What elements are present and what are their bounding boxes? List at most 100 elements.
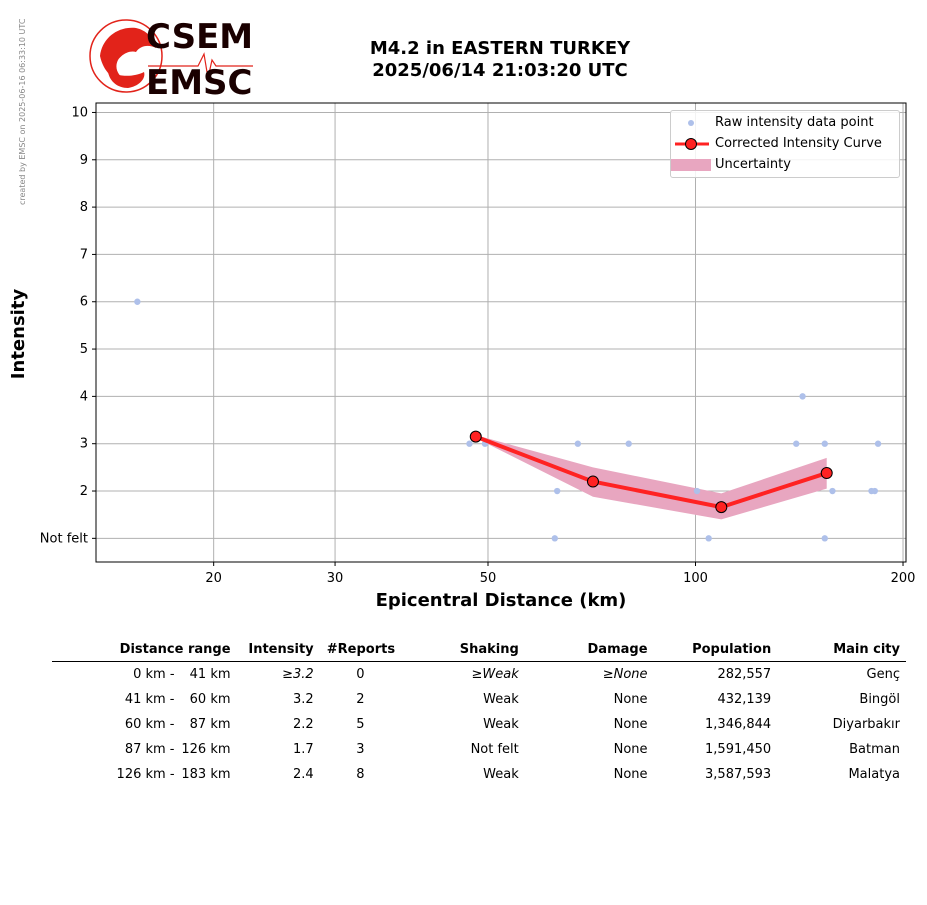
header-reports: #Reports [319, 640, 402, 662]
header-city: Main city [777, 640, 906, 662]
header-population: Population [653, 640, 778, 662]
y-tick-label: 8 [80, 200, 88, 215]
cell-distance-to: 183 km [181, 767, 231, 782]
table-row: 87 km - 126 km 1.7 3 Not felt None 1,591,450 Ba… [52, 737, 906, 762]
cell-shaking: Weak [483, 717, 519, 732]
header-intensity: Intensity [236, 640, 320, 662]
cell-population: 1,346,844 [705, 717, 772, 732]
raw-data-point [466, 440, 473, 447]
cell-distance-to: 87 km [189, 717, 231, 732]
uncertainty-band [475, 435, 827, 520]
cell-damage: None [613, 692, 648, 707]
x-tick-label: 100 [683, 571, 708, 586]
cell-population: 282,557 [717, 667, 772, 682]
cell-distance-from: 126 km - [116, 767, 175, 782]
table-row: 0 km - 41 km ≥3.2 0 ≥Weak ≥None 282,557 Genç [52, 662, 906, 688]
cell-city: Diyarbakır [832, 717, 900, 732]
cell-distance-to: 126 km [181, 742, 231, 757]
cell-damage: ≥None [602, 667, 648, 682]
plot-frame [95, 102, 907, 563]
corrected-intensity-line [475, 434, 828, 510]
header-distance: Distance range [52, 640, 237, 662]
title-line-2: 2025/06/14 21:03:20 UTC [372, 60, 628, 81]
table-row: 126 km - 183 km 2.4 8 Weak None 3,587,593 Malat… [52, 762, 906, 787]
corrected-intensity-point [820, 467, 833, 480]
cell-reports: 2 [356, 692, 365, 707]
cell-reports: 5 [356, 717, 365, 732]
raw-data-point [551, 535, 558, 542]
corrected-intensity-point [586, 475, 599, 488]
cell-intensity: 3.2 [292, 692, 314, 707]
legend-item-curve: Corrected Intensity Curve [671, 134, 899, 154]
table-row: 60 km - 87 km 2.2 5 Weak None 1,346,844 Diyarba… [52, 712, 906, 737]
legend: Raw intensity data point Corrected Inten… [670, 110, 900, 178]
cell-city: Batman [849, 742, 900, 757]
y-axis-label: Intensity [8, 288, 29, 380]
corrected-intensity-point [469, 430, 482, 443]
x-tick-label: 20 [205, 571, 222, 586]
svg-text:CSEM: CSEM [146, 17, 253, 57]
x-axis-label: Epicentral Distance (km) [375, 590, 627, 611]
chart-title: M4.2 in EASTERN TURKEY 2025/06/14 21:03:… [300, 38, 700, 82]
cell-intensity: 2.2 [292, 717, 314, 732]
legend-label-curve: Corrected Intensity Curve [715, 136, 882, 151]
cell-distance: 41 km - 60 km [52, 687, 237, 712]
raw-data-point [821, 440, 828, 447]
cell-distance: 126 km - 183 km [52, 762, 237, 787]
cell-distance-from: 87 km - [124, 742, 175, 757]
cell-damage: None [613, 767, 648, 782]
cell-distance-from: 60 km - [124, 717, 175, 732]
intensity-chart: Not felt 2 3 4 5 6 7 8 9 10 20 30 50 100 200 [40, 102, 915, 586]
cell-distance-from: 41 km - [124, 692, 175, 707]
raw-data-point [871, 487, 878, 495]
cell-shaking: Weak [483, 767, 519, 782]
x-tick-label: 30 [327, 571, 344, 586]
cell-damage: None [613, 717, 648, 732]
corrected-intensity-point [715, 501, 728, 514]
legend-item-uncertainty: Uncertainty [671, 155, 899, 175]
legend-item-raw: Raw intensity data point [671, 113, 899, 133]
raw-data-point [625, 440, 632, 447]
y-tick-label: 4 [80, 389, 88, 404]
cell-city: Malatya [848, 767, 900, 782]
cell-damage: None [613, 742, 648, 757]
raw-data-point [693, 487, 701, 495]
table-row: 41 km - 60 km 3.2 2 Weak None 432,139 Bingöl [52, 687, 906, 712]
y-tick-label: 9 [80, 153, 88, 168]
cell-city: Bingöl [859, 692, 900, 707]
y-tick-label: 5 [80, 342, 88, 357]
table-header-row: Distance range Intensity #Reports Shakin… [52, 640, 906, 662]
cell-distance: 87 km - 126 km [52, 737, 237, 762]
cell-intensity: 1.7 [292, 742, 314, 757]
header-damage: Damage [524, 640, 654, 662]
svg-text:EMSC: EMSC [146, 63, 253, 98]
cell-distance-from: 0 km - [133, 667, 175, 682]
cell-city: Genç [866, 667, 900, 682]
raw-data-point [705, 535, 712, 542]
cell-shaking: Weak [483, 692, 519, 707]
emsc-logo: CSEM EMSC [89, 17, 253, 98]
cell-intensity: 2.4 [292, 767, 314, 782]
cell-population: 1,591,450 [705, 742, 772, 757]
cell-reports: 3 [356, 742, 365, 757]
cell-shaking: Not felt [470, 742, 519, 757]
y-tick-label: Not felt [40, 531, 88, 546]
title-line-1: M4.2 in EASTERN TURKEY [369, 38, 631, 59]
cell-distance: 0 km - 41 km [52, 662, 237, 688]
raw-data-point [134, 298, 141, 305]
summary-table: Distance range Intensity #Reports Shakin… [52, 640, 906, 787]
cell-reports: 8 [356, 767, 365, 782]
y-tick-label: 10 [71, 105, 88, 120]
header-shaking: Shaking [401, 640, 525, 662]
cell-distance-to: 60 km [189, 692, 231, 707]
cell-reports: 0 [356, 667, 365, 682]
raw-data-point [829, 487, 836, 495]
raw-data-point [574, 440, 582, 447]
raw-data-point [821, 535, 828, 542]
raw-data-point [874, 440, 882, 447]
cell-shaking: ≥Weak [471, 667, 519, 682]
cell-population: 3,587,593 [705, 767, 772, 782]
raw-data-point [793, 440, 800, 447]
cell-population: 432,139 [717, 692, 772, 707]
y-tick-label: 2 [80, 484, 88, 499]
